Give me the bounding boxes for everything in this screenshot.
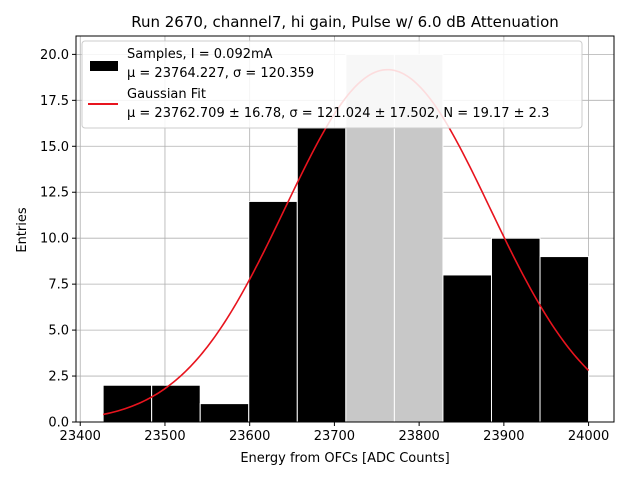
x-tick-label: 23400: [60, 429, 101, 444]
histogram-bar: [442, 274, 492, 423]
x-axis: 23400 23500 23600 23700 23800 23900 24000: [60, 422, 609, 444]
x-tick-label: 23900: [483, 429, 524, 444]
x-tick-label: 23700: [314, 429, 355, 444]
histogram-bar: [199, 403, 250, 423]
y-tick-label: 15.0: [40, 140, 69, 155]
x-tick-label: 24000: [568, 429, 609, 444]
histogram-bar: [248, 200, 298, 423]
y-axis: 0.0 2.5 5.0 7.5 10.0 12.5 15.0 17.5 20.0: [40, 48, 76, 431]
x-axis-label: Energy from OFCs [ADC Counts]: [240, 451, 449, 466]
legend-stats-fit: μ = 23762.709 ± 16.78, σ = 121.024 ± 17.…: [127, 106, 549, 121]
histogram-bar: [296, 127, 347, 423]
legend-label-fit: Gaussian Fit: [127, 87, 206, 102]
plot-frame: [75, 35, 615, 423]
histogram-bar: [102, 384, 153, 423]
legend-stats-samples: μ = 23764.227, σ = 120.359: [127, 66, 314, 81]
legend-swatch-samples: [90, 61, 118, 71]
y-tick-label: 20.0: [40, 48, 69, 63]
y-tick-label: 2.5: [48, 370, 69, 385]
legend-box: [81, 40, 583, 129]
chart-title: Run 2670, channel7, hi gain, Pulse w/ 6.…: [131, 13, 559, 31]
legend-label-samples: Samples, I = 0.092mA: [127, 47, 273, 62]
y-tick-label: 5.0: [48, 324, 69, 339]
x-tick-label: 23500: [144, 429, 185, 444]
x-tick-label: 23800: [398, 429, 439, 444]
legend: Samples, I = 0.092mA μ = 23764.227, σ = …: [81, 40, 583, 129]
y-tick-label: 10.0: [40, 232, 69, 247]
y-tick-label: 12.5: [40, 186, 69, 201]
y-tick-label: 0.0: [48, 416, 69, 431]
histogram-bar: [539, 256, 590, 423]
y-axis-label: Entries: [15, 207, 30, 253]
y-tick-label: 17.5: [40, 94, 69, 109]
y-tick-label: 7.5: [48, 278, 69, 293]
x-tick-label: 23600: [229, 429, 270, 444]
histogram-bar: [490, 237, 541, 423]
histogram-bar: [151, 384, 201, 423]
